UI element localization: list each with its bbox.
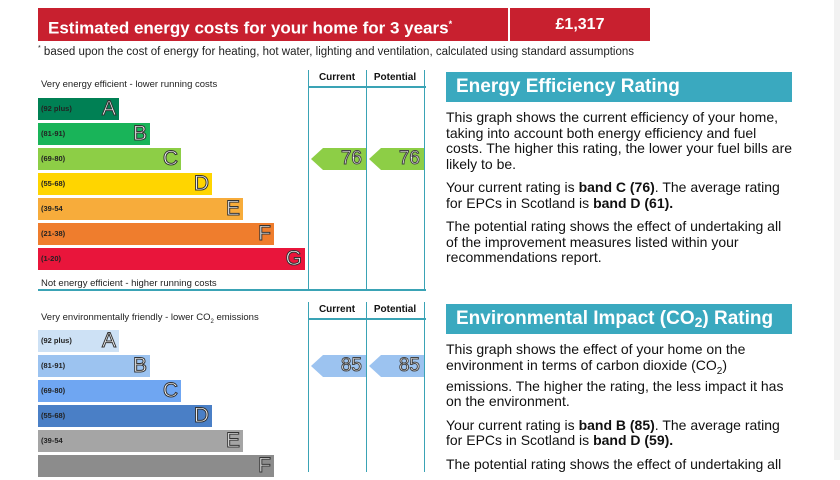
band-range: (69-80) xyxy=(41,154,66,163)
band-a: (92 plus) A xyxy=(38,97,119,121)
energy-costs-value: £1,317 xyxy=(510,8,650,41)
band-a: (92 plus) A xyxy=(38,329,119,353)
band-b: (81-91) B xyxy=(38,354,150,378)
chart-top-label: Very energy efficient - lower running co… xyxy=(41,79,218,90)
chart-bottom-border xyxy=(38,289,426,291)
band-letter: B xyxy=(132,354,147,378)
footnote-text: based upon the cost of energy for heatin… xyxy=(40,45,635,58)
band-range: (1-20) xyxy=(41,254,62,263)
band-range: (39-54 xyxy=(41,436,63,445)
energy-efficiency-chart: Very energy efficient - lower running co… xyxy=(38,70,428,291)
asterisk: * xyxy=(448,19,453,29)
band-letter: E xyxy=(225,197,240,221)
band-range: (39-54 xyxy=(41,204,63,213)
band-e: (39-54 E xyxy=(38,197,243,221)
band-c: (69-80) C xyxy=(38,379,181,403)
band-range: (92 plus) xyxy=(41,336,72,345)
band-letter: C xyxy=(162,147,178,171)
band-c: (69-80) C xyxy=(38,147,181,171)
column-border xyxy=(424,302,425,472)
potential-rating-arrow: 76 xyxy=(369,148,424,170)
current-column xyxy=(308,70,309,291)
band-range: (55-68) xyxy=(41,179,66,188)
band-g: (1-20) G xyxy=(38,247,305,271)
band-letter: F xyxy=(258,222,272,246)
column-border xyxy=(424,70,425,291)
energy-efficiency-description: This graph shows the current efficiency … xyxy=(446,109,793,265)
band-letter: A xyxy=(101,97,116,121)
band-letter: D xyxy=(193,404,209,428)
environmental-impact-description: This graph shows the effect of your home… xyxy=(446,341,784,472)
band-range: (69-80) xyxy=(41,386,66,395)
current-rating-arrow: 76 xyxy=(311,148,366,170)
energy-costs-header: Estimated energy costs for your home for… xyxy=(38,8,508,41)
band-f: (21-38) F xyxy=(38,222,274,246)
band-range: (81-91) xyxy=(41,361,66,370)
band-letter: C xyxy=(162,379,178,403)
band-range: (92 plus) xyxy=(41,104,72,113)
potential-rating-arrow: 85 xyxy=(369,355,424,377)
footnote-mark: * xyxy=(38,45,41,52)
header-divider xyxy=(308,86,426,88)
current-rating-arrow: 85 xyxy=(311,355,366,377)
environmental-impact-rating-title: Environmental Impact (CO2) Rating xyxy=(446,304,792,334)
footnote: * based upon the cost of energy for heat… xyxy=(38,45,634,58)
band-b: (81-91) B xyxy=(38,122,150,146)
potential-column xyxy=(366,302,367,472)
chart-bottom-label: Not energy efficient - higher running co… xyxy=(41,278,217,289)
environmental-impact-chart: Very environmentally friendly - lower CO… xyxy=(38,302,428,478)
band-range: (21-38) xyxy=(41,229,66,238)
band-letter: E xyxy=(225,429,240,453)
band-range: (81-91) xyxy=(41,129,66,138)
band-range: (55-68) xyxy=(41,411,66,420)
header-divider xyxy=(308,318,426,320)
current-column xyxy=(308,302,309,472)
band-f: F xyxy=(38,454,274,478)
band-d: (55-68) D xyxy=(38,172,212,196)
chart-top-label: Very environmentally friendly - lower CO… xyxy=(41,312,259,325)
band-letter: F xyxy=(258,454,272,478)
potential-header: Potential xyxy=(373,72,417,83)
current-header: Current xyxy=(318,304,356,315)
band-letter: A xyxy=(101,329,116,353)
band-letter: B xyxy=(132,122,147,146)
potential-column xyxy=(366,70,367,291)
scrollbar[interactable] xyxy=(834,0,840,460)
band-d: (55-68) D xyxy=(38,404,212,428)
current-header: Current xyxy=(318,72,356,83)
potential-header: Potential xyxy=(373,304,417,315)
band-letter: G xyxy=(285,247,302,271)
energy-costs-title: Estimated energy costs for your home for… xyxy=(48,18,449,38)
band-e: (39-54 E xyxy=(38,429,243,453)
band-letter: D xyxy=(193,172,209,196)
energy-efficiency-rating-title: Energy Efficiency Rating xyxy=(446,72,792,102)
